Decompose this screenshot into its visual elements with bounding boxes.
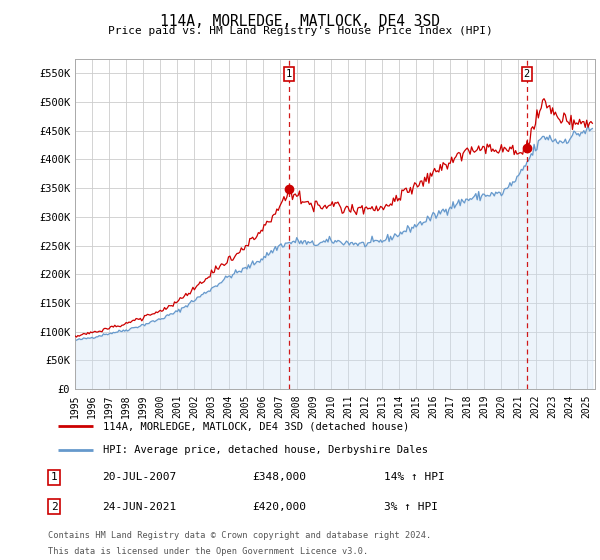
Text: £348,000: £348,000: [252, 472, 306, 482]
Text: 1: 1: [50, 472, 58, 482]
Text: 2: 2: [524, 69, 530, 80]
Text: 14% ↑ HPI: 14% ↑ HPI: [384, 472, 445, 482]
Text: This data is licensed under the Open Government Licence v3.0.: This data is licensed under the Open Gov…: [48, 547, 368, 556]
Text: 20-JUL-2007: 20-JUL-2007: [102, 472, 176, 482]
Text: 114A, MORLEDGE, MATLOCK, DE4 3SD (detached house): 114A, MORLEDGE, MATLOCK, DE4 3SD (detach…: [103, 421, 409, 431]
Text: £420,000: £420,000: [252, 502, 306, 512]
Text: 114A, MORLEDGE, MATLOCK, DE4 3SD: 114A, MORLEDGE, MATLOCK, DE4 3SD: [160, 14, 440, 29]
Text: Contains HM Land Registry data © Crown copyright and database right 2024.: Contains HM Land Registry data © Crown c…: [48, 531, 431, 540]
Text: 24-JUN-2021: 24-JUN-2021: [102, 502, 176, 512]
Text: 1: 1: [286, 69, 292, 80]
Text: 3% ↑ HPI: 3% ↑ HPI: [384, 502, 438, 512]
Text: HPI: Average price, detached house, Derbyshire Dales: HPI: Average price, detached house, Derb…: [103, 445, 428, 455]
Text: Price paid vs. HM Land Registry's House Price Index (HPI): Price paid vs. HM Land Registry's House …: [107, 26, 493, 36]
Text: 2: 2: [50, 502, 58, 512]
